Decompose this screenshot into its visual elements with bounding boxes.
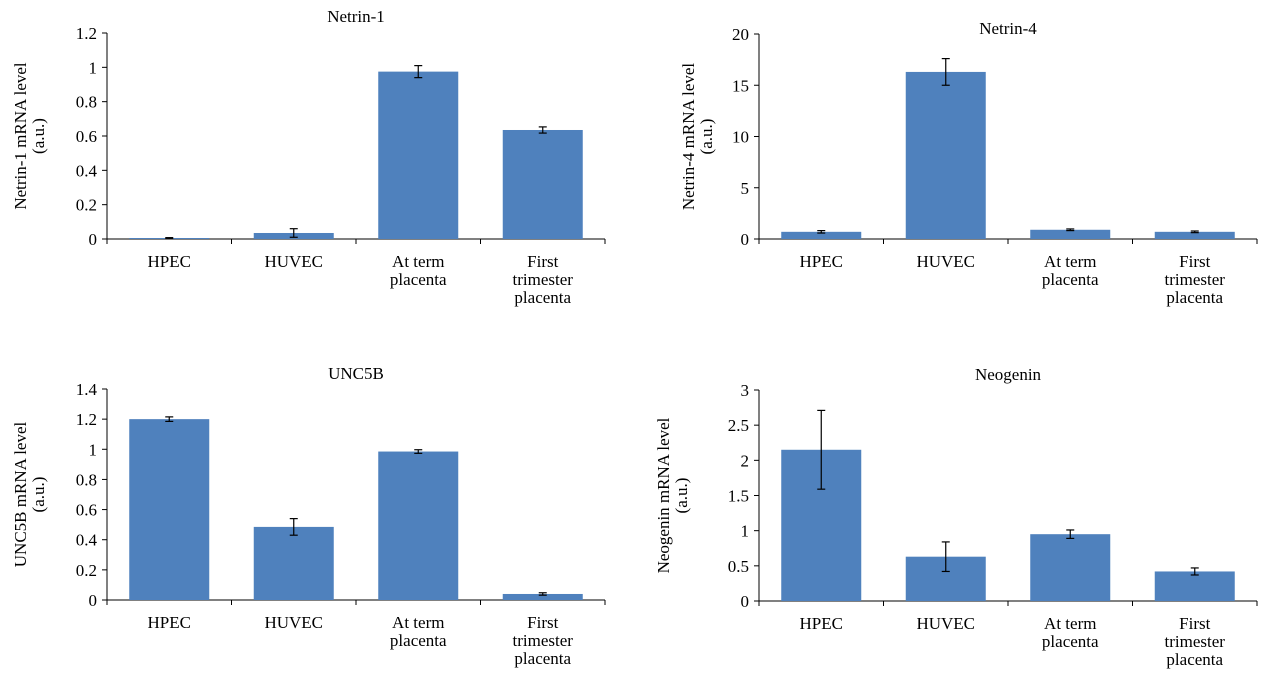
y-tick-label: 3 — [741, 381, 750, 400]
chart-panel-3: Neogenin 0 0.5 1 1.5 2 2.5 3 Neogenin mRNA level… — [654, 365, 1258, 669]
bar — [781, 231, 862, 239]
x-tick-label: HPEC — [800, 614, 843, 633]
y-axis-label: Netrin-1 mRNA level — [11, 62, 30, 210]
chart-title: Neogenin — [975, 365, 1042, 384]
x-tick-label: placenta — [1166, 650, 1223, 669]
y-tick-label: 0 — [741, 592, 750, 611]
x-tick-label: At term — [1044, 614, 1096, 633]
x-tick-label: trimester — [1165, 270, 1226, 289]
y-tick-label: 2 — [741, 451, 750, 470]
x-tick-label: trimester — [513, 270, 574, 289]
y-tick-label: 0.4 — [76, 531, 98, 550]
y-tick-label: 0.2 — [76, 561, 97, 580]
y-tick-label: 0.6 — [76, 501, 97, 520]
y-tick-label: 1 — [89, 58, 98, 77]
bar — [129, 419, 210, 600]
y-tick-label: 1.4 — [76, 380, 98, 399]
chart-panel-0: Netrin-1 0 0.2 0.4 0.6 0.8 1 1.2 Netrin-1 mRNA l… — [11, 7, 606, 307]
y-tick-label: 1.5 — [728, 487, 749, 506]
chart-title: Netrin-4 — [979, 19, 1037, 38]
y-tick-label: 5 — [741, 179, 750, 198]
y-tick-label: 1.2 — [76, 24, 97, 43]
x-tick-label: placenta — [390, 631, 447, 650]
x-tick-label: First — [1179, 614, 1210, 633]
y-tick-label: 1 — [741, 522, 750, 541]
y-tick-label: 20 — [732, 25, 749, 44]
bar — [378, 71, 459, 239]
bar — [1154, 571, 1235, 601]
x-tick-label: First — [1179, 252, 1210, 271]
y-axis-label-unit: (a.u.) — [672, 478, 691, 514]
y-tick-label: 0.5 — [728, 557, 749, 576]
bar — [253, 526, 334, 600]
x-tick-label: HUVEC — [264, 252, 323, 271]
y-axis-label-unit: (a.u.) — [29, 118, 48, 154]
y-tick-label: 0 — [89, 591, 98, 610]
x-tick-label: First — [527, 613, 558, 632]
y-axis-label-unit: (a.u.) — [697, 119, 716, 155]
x-tick-label: HPEC — [148, 252, 191, 271]
bar — [1030, 534, 1111, 601]
x-tick-label: placenta — [514, 649, 571, 668]
x-tick-label: HUVEC — [916, 252, 975, 271]
bar — [905, 71, 986, 239]
y-axis-label: Netrin-4 mRNA level — [679, 63, 698, 211]
y-tick-label: 0.6 — [76, 127, 97, 146]
x-tick-label: placenta — [1042, 632, 1099, 651]
x-tick-label: trimester — [513, 631, 574, 650]
y-tick-label: 0.8 — [76, 470, 97, 489]
y-tick-label: 0.4 — [76, 161, 98, 180]
y-tick-label: 0 — [89, 230, 98, 249]
x-tick-label: placenta — [514, 288, 571, 307]
chart-title: Netrin-1 — [327, 7, 385, 26]
bar — [1030, 229, 1111, 239]
y-tick-label: 1 — [89, 440, 98, 459]
y-tick-label: 1.2 — [76, 410, 97, 429]
x-tick-label: HPEC — [148, 613, 191, 632]
bar — [1154, 231, 1235, 239]
y-tick-label: 0 — [741, 230, 750, 249]
y-tick-label: 15 — [732, 76, 749, 95]
x-tick-label: placenta — [1042, 270, 1099, 289]
x-tick-label: At term — [392, 613, 444, 632]
x-tick-label: HUVEC — [264, 613, 323, 632]
x-tick-label: HUVEC — [916, 614, 975, 633]
y-axis-label-unit: (a.u.) — [29, 477, 48, 513]
x-tick-label: trimester — [1165, 632, 1226, 651]
x-tick-label: placenta — [1166, 288, 1223, 307]
bar — [502, 593, 583, 600]
x-tick-label: placenta — [390, 270, 447, 289]
x-tick-label: First — [527, 252, 558, 271]
y-tick-label: 2.5 — [728, 416, 749, 435]
x-tick-label: At term — [392, 252, 444, 271]
x-tick-label: At term — [1044, 252, 1096, 271]
y-axis-label: Neogenin mRNA level — [654, 417, 673, 573]
chart-panel-2: UNC5B 0 0.2 0.4 0.6 0.8 1 1.2 1.4 UNC5B mRNA leve… — [11, 364, 606, 668]
bar — [502, 129, 583, 239]
y-axis-label: UNC5B mRNA level — [11, 422, 30, 568]
x-tick-label: HPEC — [800, 252, 843, 271]
chart-panel-1: Netrin-4 0 5 10 15 20 Netrin-4 mRNA level (a.u.… — [679, 19, 1258, 307]
y-tick-label: 0.8 — [76, 93, 97, 112]
y-tick-label: 0.2 — [76, 196, 97, 215]
bar — [378, 451, 459, 600]
y-tick-label: 10 — [732, 128, 749, 147]
chart-title: UNC5B — [328, 364, 384, 383]
